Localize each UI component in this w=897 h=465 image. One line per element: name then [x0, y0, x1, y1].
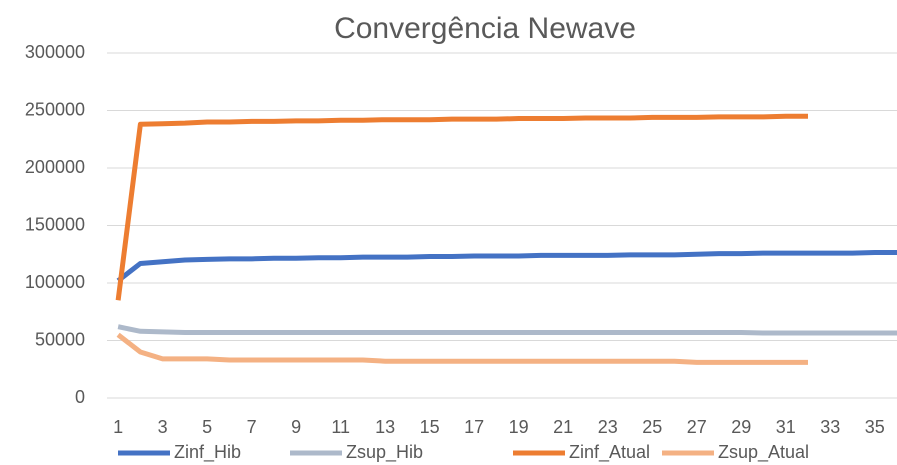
series-line: [116, 250, 897, 283]
x-tick-label: 15: [420, 417, 440, 437]
x-tick-label: 19: [509, 417, 529, 437]
x-tick-label: 27: [687, 417, 707, 437]
x-tick-label: 5: [202, 417, 212, 437]
legend-label: Zsup_Atual: [718, 442, 809, 463]
x-tick-label: 31: [776, 417, 796, 437]
x-tick-label: 29: [731, 417, 751, 437]
x-tick-label: 7: [247, 417, 257, 437]
y-tick-label: 100000: [25, 272, 85, 292]
series-line: [117, 324, 897, 336]
x-tick-label: 25: [642, 417, 662, 437]
x-tick-label: 11: [331, 417, 350, 437]
legend-label: Zinf_Atual: [569, 442, 650, 463]
series-line: [116, 332, 808, 365]
y-tick-label: 250000: [25, 99, 85, 119]
x-tick-label: 3: [158, 417, 168, 437]
x-tick-label: 1: [113, 417, 123, 437]
y-tick-label: 300000: [25, 42, 85, 62]
x-tick-label: 21: [553, 417, 573, 437]
x-tick-label: 23: [598, 417, 618, 437]
x-tick-label: 33: [820, 417, 840, 437]
x-tick-label: 17: [464, 417, 484, 437]
x-tick-label: 13: [375, 417, 395, 437]
x-tick-label: 35: [865, 417, 885, 437]
y-tick-label: 200000: [25, 157, 85, 177]
y-tick-label: 50000: [35, 329, 85, 349]
y-tick-label: 0: [75, 387, 85, 407]
chart-title: Convergência Newave: [334, 12, 636, 45]
series-line: [115, 113, 808, 301]
legend-label: Zsup_Hib: [346, 442, 423, 463]
y-tick-label: 150000: [25, 214, 85, 234]
legend-label: Zinf_Hib: [174, 442, 241, 463]
x-tick-label: 9: [291, 417, 301, 437]
